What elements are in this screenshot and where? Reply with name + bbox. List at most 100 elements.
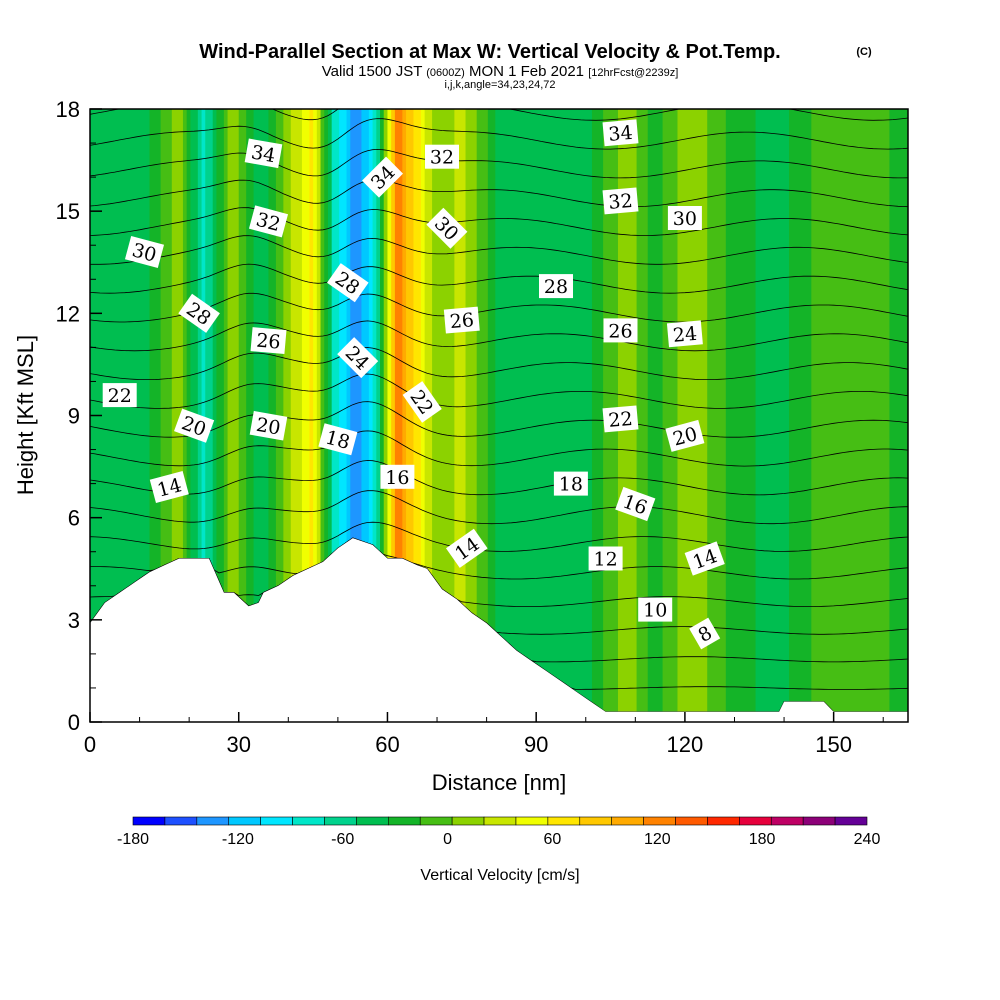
vv-column	[130, 109, 136, 722]
contour-label: 12	[588, 546, 623, 571]
contour-label-box	[588, 546, 623, 571]
colorbar-swatch	[324, 816, 357, 826]
vv-column	[301, 109, 307, 722]
vv-column	[844, 109, 850, 722]
vv-column	[878, 109, 883, 722]
vv-column	[699, 109, 705, 722]
contour-label: 26	[603, 318, 638, 343]
vv-column	[789, 109, 794, 722]
y-axis-label: Height [Kft MSL]	[13, 335, 38, 495]
vv-column	[885, 109, 891, 722]
vv-column	[818, 109, 824, 722]
contour-label: 28	[539, 274, 573, 299]
vv-column	[725, 109, 731, 722]
vv-column	[807, 109, 812, 722]
vv-column	[855, 109, 861, 722]
contour-label-text: 12	[594, 549, 618, 571]
vv-column	[339, 109, 344, 722]
theta-contour-line	[90, 118, 908, 150]
y-tick-label: 6	[68, 506, 80, 531]
colorbar-tick-label: 240	[854, 831, 881, 848]
vv-column	[153, 109, 158, 722]
vv-column	[565, 109, 571, 722]
vv-column	[528, 109, 534, 722]
vv-column	[874, 109, 879, 722]
vv-column	[495, 109, 500, 722]
contour-label-box	[443, 306, 480, 334]
vv-column	[156, 109, 162, 722]
vv-column	[848, 109, 853, 722]
vv-column	[580, 109, 586, 722]
vv-column	[480, 109, 485, 722]
vv-column	[484, 109, 489, 722]
theta-contour-line	[90, 292, 908, 323]
vv-column	[376, 109, 381, 722]
vv-column	[696, 109, 701, 722]
vv-column	[134, 109, 139, 722]
vv-column	[658, 109, 664, 722]
y-tick-label: 15	[56, 199, 80, 224]
contour-label: 32	[602, 187, 639, 215]
contour-label-box	[337, 337, 379, 379]
vv-column	[320, 109, 325, 722]
vv-column	[796, 109, 801, 722]
contour-label-text: 24	[672, 323, 698, 347]
vv-column	[785, 109, 790, 722]
contour-label-box	[539, 274, 573, 299]
vv-column	[465, 109, 470, 722]
vv-column	[327, 109, 333, 722]
x-tick-label: 120	[667, 732, 704, 757]
vv-column	[510, 109, 515, 722]
colorbar-tick-label: 120	[644, 831, 671, 848]
vv-column	[435, 109, 441, 722]
vv-column	[826, 109, 831, 722]
vv-column	[502, 109, 508, 722]
vv-column	[394, 109, 400, 722]
y-tick-label: 18	[56, 97, 80, 122]
vv-column	[372, 109, 377, 722]
contour-label-box	[149, 471, 189, 503]
vv-column	[740, 109, 745, 722]
contour-label-box	[248, 205, 289, 238]
vv-column	[692, 109, 697, 722]
vv-column	[101, 109, 106, 722]
colorbar-swatch	[228, 816, 261, 826]
vv-column	[487, 109, 493, 722]
contour-label-box	[249, 410, 288, 441]
vv-column	[718, 109, 723, 722]
vv-column	[677, 109, 682, 722]
theta-contour-line	[90, 320, 908, 352]
vv-column	[751, 109, 757, 722]
colorbar-swatch	[515, 816, 549, 826]
vv-column	[283, 109, 288, 722]
vv-column	[432, 109, 437, 722]
contour-label-text: 26	[449, 309, 475, 333]
chart-title: Wind-Parallel Section at Max W: Vertical…	[199, 41, 780, 63]
vv-column	[506, 109, 511, 722]
colorbar-swatch	[387, 816, 421, 826]
vv-column	[889, 109, 894, 722]
vv-column	[547, 109, 552, 722]
vv-column	[357, 109, 363, 722]
x-tick-label: 90	[524, 732, 548, 757]
contour-label-text: 20	[255, 414, 283, 440]
vv-column	[201, 109, 206, 722]
vv-column	[803, 109, 809, 722]
theta-contour-line	[90, 0, 908, 5]
vv-column	[859, 109, 864, 722]
theta-contour-line	[90, 179, 908, 208]
vv-column	[688, 109, 693, 722]
vv-column	[792, 109, 798, 722]
contour-label: 22	[102, 383, 137, 408]
terrain	[90, 538, 908, 722]
vv-column	[331, 109, 336, 722]
theta-contour-line	[90, 373, 908, 409]
vv-column	[670, 109, 675, 722]
y-tick-label: 12	[56, 301, 80, 326]
contour-label-box	[615, 486, 656, 522]
contour-label-box	[689, 617, 721, 650]
contour-label-text: 30	[673, 208, 697, 230]
contour-label: 34	[244, 138, 283, 169]
vv-column	[841, 109, 846, 722]
